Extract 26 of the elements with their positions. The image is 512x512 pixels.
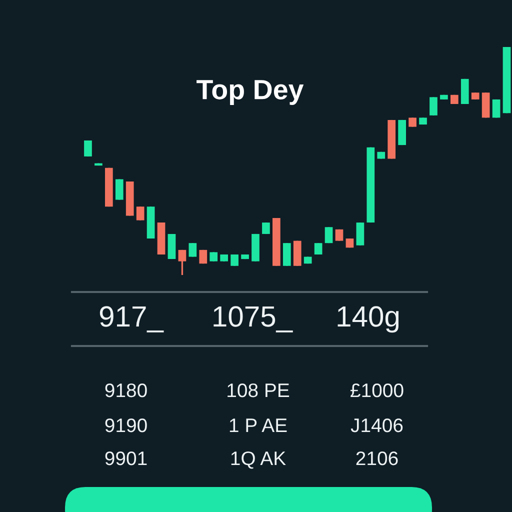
candlestick [188, 242, 197, 258]
text: 2106 [356, 451, 398, 466]
text: 1Q AK [231, 451, 286, 469]
text: 9901 [105, 451, 147, 466]
candlestick [115, 178, 124, 201]
candlestick [178, 249, 186, 276]
candlestick [210, 251, 218, 262]
candlestick [324, 226, 333, 244]
text: Top Dey [196, 80, 304, 105]
candlestick [356, 222, 364, 246]
candlestick [262, 222, 270, 235]
candlestick [282, 242, 291, 267]
candlestick [314, 242, 322, 256]
text: 1 P AE [230, 418, 287, 432]
candlestick [136, 206, 144, 222]
text: 9180 [105, 383, 147, 398]
text: 140g [338, 306, 399, 333]
text: 108 PE [228, 383, 290, 398]
text: 9190 [105, 418, 147, 432]
candlestick [408, 116, 416, 128]
text: J1406 [350, 418, 403, 432]
text: 1075_ [214, 306, 293, 332]
text: £1000 [350, 383, 404, 398]
candlestick [430, 96, 438, 116]
candlestick [84, 140, 92, 158]
text: 917_ [100, 306, 164, 332]
